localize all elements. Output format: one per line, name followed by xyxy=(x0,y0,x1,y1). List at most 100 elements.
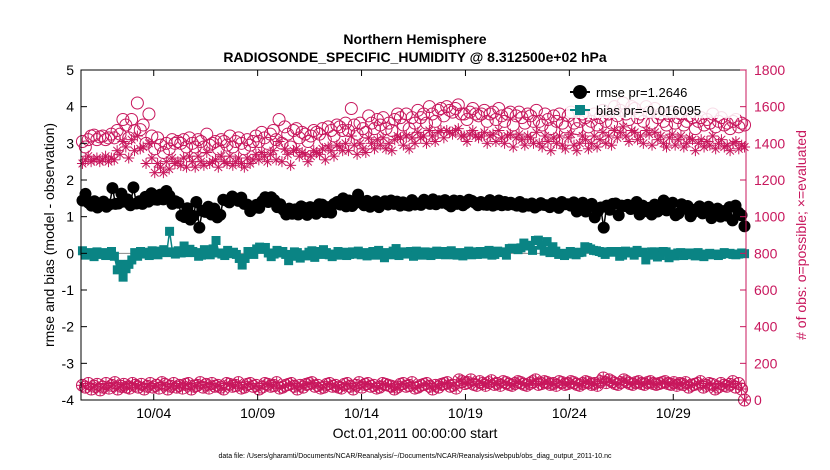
evaluated-point xyxy=(363,132,375,144)
bias-point xyxy=(371,250,381,260)
bias-point xyxy=(577,247,587,257)
evaluated-point xyxy=(137,141,149,153)
bias-point xyxy=(409,251,418,261)
bias-point xyxy=(112,265,122,275)
possible-point xyxy=(336,124,350,137)
evaluated-point xyxy=(530,126,542,138)
evaluated-point xyxy=(629,126,641,138)
possible-point xyxy=(168,136,182,150)
low_evaluated-point xyxy=(597,372,609,384)
evaluated-point xyxy=(366,137,378,149)
bias-point xyxy=(127,255,137,265)
possible-point xyxy=(738,118,752,132)
evaluated-point xyxy=(143,137,155,149)
evaluated-point xyxy=(594,134,606,146)
evaluated-point xyxy=(637,137,649,149)
possible-point xyxy=(113,127,127,141)
bias-point xyxy=(516,243,526,253)
evaluated-point xyxy=(704,139,716,151)
evaluated-point xyxy=(689,145,701,157)
evaluated-point xyxy=(351,148,363,160)
bias-point xyxy=(237,260,247,270)
x-axis-label: Oct.01,2011 00:00:00 start xyxy=(333,425,498,441)
possible-point xyxy=(266,124,280,137)
y-left-tick-label: 2 xyxy=(66,172,74,188)
possible-point xyxy=(362,109,376,123)
evaluated-point xyxy=(340,137,352,149)
y-axis-left-label: rmse and bias (model - observation) xyxy=(41,123,57,347)
possible-point xyxy=(498,114,512,128)
evaluated-point xyxy=(606,139,618,151)
evaluated-point xyxy=(493,125,505,136)
bias-point xyxy=(391,244,401,254)
possible-point xyxy=(659,118,673,132)
possible-point xyxy=(677,118,691,132)
evaluated-point xyxy=(120,141,132,153)
possible-point xyxy=(260,136,274,150)
y-left-tick-label: -1 xyxy=(62,282,75,298)
low_evaluated-point xyxy=(562,378,574,389)
y-right-tick-label: 1400 xyxy=(754,135,785,151)
bias-point xyxy=(307,246,317,256)
series-evaluated xyxy=(76,121,751,179)
possible-point xyxy=(145,129,159,143)
rmse-point xyxy=(106,182,119,195)
possible-point xyxy=(177,133,191,147)
evaluated-point xyxy=(542,136,554,147)
axis-ticks: 5 4 3 2 1 0 -1 -2 -3 -4 1800 1600 1400 1200 1000 800 600… xyxy=(62,62,786,421)
possible-point xyxy=(208,135,222,148)
possible-point xyxy=(420,116,434,130)
evaluated-point xyxy=(617,121,629,133)
possible-point xyxy=(220,138,234,152)
evaluated-point xyxy=(565,128,577,140)
possible-point xyxy=(344,102,358,115)
y-right-tick-label: 1800 xyxy=(754,62,785,78)
legend-box xyxy=(566,80,740,118)
bias-point xyxy=(661,247,671,257)
rmse-point xyxy=(612,209,625,222)
y-right-tick-label: 600 xyxy=(754,282,778,298)
y-left-tick-label: 0 xyxy=(66,245,74,261)
bias-point xyxy=(179,241,189,251)
evaluated-point xyxy=(270,154,282,166)
y-right-tick-label: 1200 xyxy=(754,172,785,188)
bias-point xyxy=(133,251,143,261)
possible-point xyxy=(732,120,746,134)
possible-point xyxy=(480,114,494,128)
evaluated-point xyxy=(623,136,635,147)
evaluated-point xyxy=(273,136,285,147)
bias-point xyxy=(539,246,549,256)
y-right-tick-label: 400 xyxy=(754,319,778,335)
low_evaluated-point xyxy=(388,383,400,395)
bias-point xyxy=(406,247,416,256)
evaluated-point xyxy=(126,134,138,146)
low_evaluated-point xyxy=(465,374,477,386)
x-tick-label: 10/29 xyxy=(656,405,691,421)
bias-point xyxy=(536,240,546,250)
evaluated-point xyxy=(655,130,667,142)
series-low_evaluated xyxy=(76,372,751,406)
low_evaluated-point xyxy=(147,381,159,393)
rmse-point xyxy=(310,207,323,220)
evaluated-point xyxy=(429,136,441,147)
bias-point xyxy=(197,250,207,260)
possible-point xyxy=(130,96,144,110)
bias-point xyxy=(240,253,250,263)
x-tick-label: 10/14 xyxy=(344,405,379,421)
evaluated-point xyxy=(267,145,279,157)
rmse-point xyxy=(735,209,748,222)
possible-point xyxy=(735,116,749,130)
low_evaluated-point xyxy=(82,378,94,389)
y-left-tick-label: -4 xyxy=(62,392,75,408)
evaluated-point xyxy=(675,130,687,142)
evaluated-point xyxy=(360,147,372,158)
bias-point xyxy=(106,247,116,256)
evaluated-point xyxy=(452,123,464,135)
bias-point xyxy=(176,248,186,258)
evaluated-point xyxy=(400,130,412,142)
evaluated-point xyxy=(285,159,297,171)
bias-point xyxy=(292,248,302,258)
bias-point xyxy=(629,250,639,260)
bias-point xyxy=(310,252,320,262)
evaluated-point xyxy=(157,167,169,179)
